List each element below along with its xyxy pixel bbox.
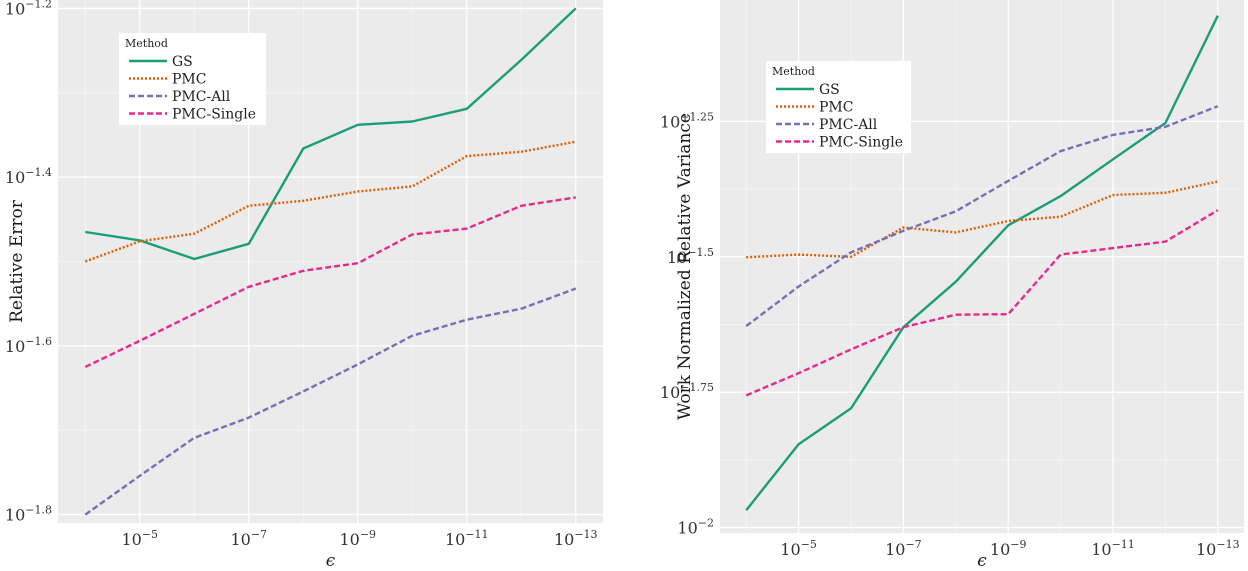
x-tick-label: 10−5 [780,538,817,559]
legend-label: PMC-All [819,117,878,133]
y-tick-label: 10−1.6 [5,335,52,356]
y-axis-title: Relative Error [7,199,27,323]
series-line-pmc [84,140,577,263]
y-tick-label: 10−1.4 [5,166,52,187]
y-tick-label: 10−1.2 [5,0,52,18]
series-line-gs [85,7,577,261]
legend-title: Method [772,65,815,78]
series-line-pmc-single [84,196,576,368]
legend-box [766,61,911,153]
y-tick-label: 10−1.5 [667,246,714,267]
y-tick-label: 10−1.25 [660,110,714,131]
x-tick-label: 10−7 [885,538,922,559]
legend-title: Method [125,37,168,50]
x-tick-label: 10−9 [990,538,1027,559]
x-tick-label: 10−13 [1196,538,1240,559]
legend-label: PMC [819,100,853,116]
series-line-gs [745,15,1219,512]
legend-label: PMC-Single [819,135,903,151]
legend-label: PMC-All [172,89,231,105]
legend-label: GS [819,82,840,98]
chart-work-normalized-relative-variance: 10−5 10−7 10−9 10−11 10−13 10−1.25 10−1.5 10−1.… [660,0,1244,571]
x-axis-title: ϵ [977,551,987,571]
x-tick-label: 10−11 [445,528,489,549]
series-line-pmc [746,180,1219,259]
x-tick-label: 10−11 [1091,538,1135,559]
y-tick-label: 10−1.75 [660,381,714,402]
y-tick-label: 10−1.8 [5,504,52,525]
series-line-pmc-all [84,287,577,516]
series-line-pmc-all [745,105,1219,328]
x-tick-label: 10−13 [554,528,598,549]
x-axis-title: ϵ [326,551,336,571]
legend-label: GS [172,54,193,70]
series-line-pmc-single [745,209,1219,397]
legend-label: PMC [172,72,206,88]
legend-box [119,33,266,125]
x-tick-label: 10−7 [230,528,267,549]
y-axis-title: Work Normalized Relative Variance [675,113,695,420]
x-tick-label: 10−9 [339,528,376,549]
legend-label: PMC-Single [172,107,256,123]
y-tick-label: 10−2 [677,517,714,538]
x-tick-label: 10−5 [121,528,158,549]
chart-relative-error: 10−5 10−7 10−9 10−11 10−13 10−1.2 10−1.4 10−1.6… [5,0,603,571]
